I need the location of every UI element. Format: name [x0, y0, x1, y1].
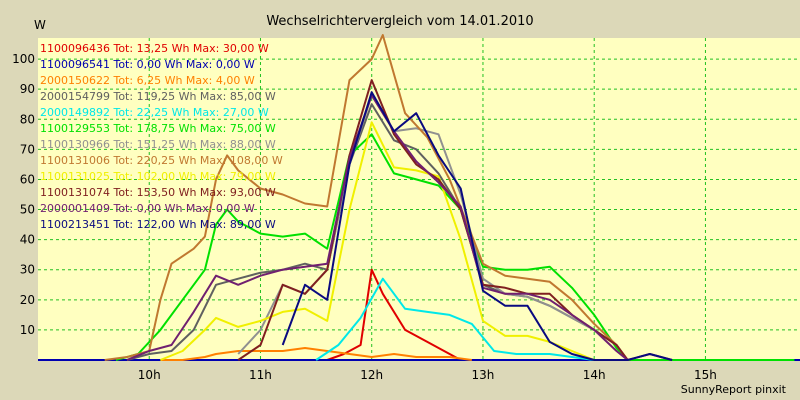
x-tick-label: 10h [138, 368, 161, 382]
x-tick-label: 13h [472, 368, 495, 382]
series-line [104, 34, 629, 361]
y-tick-label: 70 [20, 142, 35, 156]
series-line [115, 133, 795, 361]
legend: 1100096436 Tot: 13,25 Wh Max: 30,00 W 110… [40, 42, 283, 231]
series-line [160, 121, 595, 361]
y-tick-label: 100 [12, 52, 35, 66]
x-tick-label: 12h [360, 368, 383, 382]
legend-entry: 2000150622 Tot: 6,25 Wh Max: 4,00 W [40, 74, 255, 87]
y-tick-label: 10 [20, 323, 35, 337]
y-axis-label: W [34, 18, 46, 32]
legend-entry: 2000149892 Tot: 22,25 Wh Max: 27,00 W [40, 106, 269, 119]
x-tick-label: 15h [694, 368, 717, 382]
y-tick-label: 60 [20, 172, 35, 186]
series-line [160, 347, 472, 361]
legend-entry: 1100131006 Tot: 220,25 Wh Max: 108,00 W [40, 154, 283, 167]
legend-entry: 1100130966 Tot: 151,25 Wh Max: 88,00 W [40, 138, 276, 151]
y-tick-label: 80 [20, 112, 35, 126]
plot-area [38, 38, 800, 360]
series-line [281, 91, 673, 361]
y-tick-label: 50 [20, 203, 35, 217]
legend-entry: 1100096541 Tot: 0,00 Wh Max: 0,00 W [40, 58, 255, 71]
chart-title: Wechselrichtervergleich vom 14.01.2010 [266, 14, 533, 29]
y-tick-label: 20 [20, 293, 35, 307]
footer-credit: SunnyReport pinxit [681, 383, 787, 396]
x-tick-label: 11h [249, 368, 272, 382]
y-tick-label: 40 [20, 233, 35, 247]
legend-entry: 1100131025 Tot: 102,00 Wh Max: 79,00 W [40, 170, 276, 183]
y-tick-label: 30 [20, 263, 35, 277]
series-line [326, 268, 462, 361]
legend-entry: 2000154799 Tot: 119,25 Wh Max: 85,00 W [40, 90, 276, 103]
x-axis-tick-labels: 10h 11h 12h 13h 14h 15h [138, 368, 717, 382]
y-axis-tick-labels: 10 20 30 40 50 60 70 80 90 100 [12, 52, 35, 337]
series-lines [38, 34, 800, 361]
legend-entry: 1100129553 Tot: 178,75 Wh Max: 75,00 W [40, 122, 276, 135]
legend-entry: 1100213451 Tot: 122,00 Wh Max: 89,00 W [40, 218, 276, 231]
legend-entry: 2000001409 Tot: 0,00 Wh Max: 0,00 W [40, 202, 255, 215]
series-line [315, 277, 595, 361]
legend-entry: 1100096436 Tot: 13,25 Wh Max: 30,00 W [40, 42, 269, 55]
y-tick-label: 90 [20, 82, 35, 96]
x-tick-label: 14h [583, 368, 606, 382]
legend-entry: 1100131074 Tot: 153,50 Wh Max: 93,00 W [40, 186, 276, 199]
